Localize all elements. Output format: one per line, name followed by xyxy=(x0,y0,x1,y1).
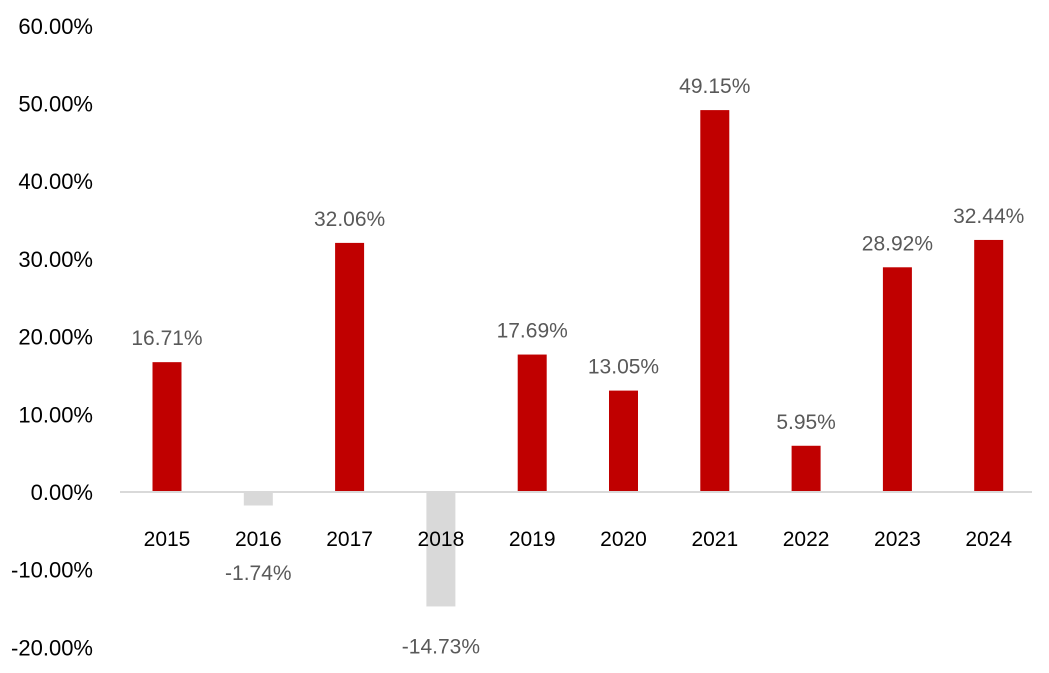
x-tick-label: 2024 xyxy=(965,528,1012,551)
x-tick-label: 2018 xyxy=(418,528,465,551)
bar-2020 xyxy=(609,390,638,492)
bar-2019 xyxy=(517,354,547,492)
y-tick-label: 10.00% xyxy=(18,402,93,427)
bar-2016 xyxy=(243,492,273,506)
x-tick-label: 2021 xyxy=(691,528,738,551)
y-tick-label: 20.00% xyxy=(18,325,93,350)
bar-2018 xyxy=(426,492,456,607)
bar-2017 xyxy=(335,242,365,492)
data-label: -1.74% xyxy=(225,562,292,585)
data-label: 49.15% xyxy=(679,75,750,98)
data-label: 28.92% xyxy=(862,232,933,255)
y-tick-label: 50.00% xyxy=(18,92,93,117)
y-tick-label: -10.00% xyxy=(11,558,93,583)
data-label: 32.06% xyxy=(314,208,385,231)
data-label: -14.73% xyxy=(402,635,480,658)
y-tick-label: 30.00% xyxy=(18,247,93,272)
y-tick-label: 60.00% xyxy=(18,14,93,39)
x-tick-label: 2016 xyxy=(235,528,282,551)
y-tick-label: 40.00% xyxy=(18,169,93,194)
x-tick-label: 2015 xyxy=(144,528,191,551)
bar-2023 xyxy=(882,267,912,492)
data-label: 13.05% xyxy=(588,356,659,379)
x-tick-label: 2022 xyxy=(783,528,830,551)
y-tick-label: 0.00% xyxy=(31,480,93,505)
y-tick-label: -20.00% xyxy=(11,635,93,660)
x-tick-label: 2017 xyxy=(326,528,373,551)
x-tick-label: 2019 xyxy=(509,528,556,551)
data-label: 5.95% xyxy=(776,411,836,434)
bar-2021 xyxy=(700,110,730,493)
bar-2024 xyxy=(974,239,1004,492)
bar-2015 xyxy=(152,362,182,492)
x-tick-label: 2023 xyxy=(874,528,921,551)
x-tick-label: 2020 xyxy=(600,528,647,551)
data-label: 16.71% xyxy=(131,327,202,350)
data-label: 32.44% xyxy=(953,205,1024,228)
bar-2022 xyxy=(791,445,821,492)
data-label: 17.69% xyxy=(497,320,568,343)
